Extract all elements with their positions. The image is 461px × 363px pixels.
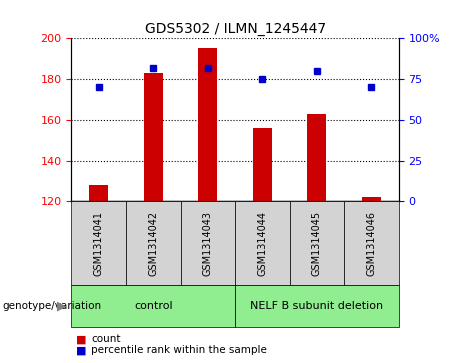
Bar (89, 185, 108, 201)
Bar (198, 48, 218, 201)
Text: control: control (134, 301, 172, 311)
Bar (144, 73, 163, 201)
Text: percentile rank within the sample: percentile rank within the sample (91, 345, 267, 355)
Text: ■: ■ (76, 334, 87, 344)
Text: GSM1314043: GSM1314043 (203, 211, 213, 276)
Bar (307, 114, 326, 201)
Text: GSM1314042: GSM1314042 (148, 211, 158, 276)
Text: genotype/variation: genotype/variation (2, 301, 101, 311)
Bar (253, 128, 272, 201)
Text: ▶: ▶ (57, 299, 67, 312)
Title: GDS5302 / ILMN_1245447: GDS5302 / ILMN_1245447 (145, 22, 325, 36)
Text: GSM1314044: GSM1314044 (257, 211, 267, 276)
Text: NELF B subunit deletion: NELF B subunit deletion (250, 301, 384, 311)
Text: GSM1314041: GSM1314041 (94, 211, 104, 276)
Text: GSM1314046: GSM1314046 (366, 211, 377, 276)
Bar (362, 197, 381, 201)
Text: ■: ■ (76, 345, 87, 355)
Text: GSM1314045: GSM1314045 (312, 211, 322, 276)
Text: count: count (91, 334, 121, 344)
